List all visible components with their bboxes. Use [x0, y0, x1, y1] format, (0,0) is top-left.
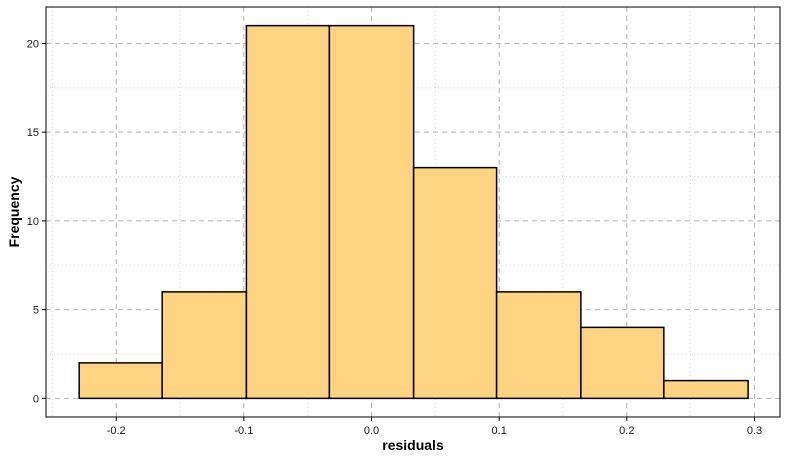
- y-tick-label: 10: [27, 216, 39, 228]
- y-axis-ticks: 0 5 10 15 20: [27, 38, 46, 405]
- histogram-bar: [328, 24, 415, 400]
- y-axis-title: Frequency: [6, 176, 22, 247]
- histogram-bar: [245, 24, 331, 400]
- histogram-bar: [663, 379, 749, 400]
- x-tick-label: -0.1: [234, 425, 253, 437]
- y-tick-label: 0: [33, 393, 39, 405]
- histogram-bar: [78, 362, 163, 400]
- x-tick-label: 0.3: [747, 425, 762, 437]
- histogram-bar: [495, 291, 582, 400]
- histogram-bar: [580, 326, 665, 400]
- x-axis-title: residuals: [382, 437, 444, 453]
- x-tick-label: 0.2: [619, 425, 634, 437]
- x-tick-label: 0.0: [364, 425, 379, 437]
- x-tick-label: 0.1: [492, 425, 507, 437]
- histogram-bars: [78, 24, 749, 400]
- y-tick-label: 15: [27, 127, 39, 139]
- histogram-bar: [161, 291, 248, 400]
- y-tick-label: 5: [33, 305, 39, 317]
- x-axis-ticks: -0.2 -0.1 0.0 0.1 0.2 0.3: [107, 417, 762, 437]
- y-tick-label: 20: [27, 38, 39, 50]
- x-tick-label: -0.2: [107, 425, 126, 437]
- plot-panel-border: [45, 6, 781, 418]
- histogram-bar: [412, 166, 498, 400]
